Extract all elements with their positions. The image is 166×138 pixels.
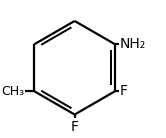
Text: F: F	[119, 84, 127, 98]
Text: CH₃: CH₃	[1, 85, 24, 98]
Text: F: F	[71, 120, 79, 134]
Text: NH₂: NH₂	[119, 37, 146, 51]
